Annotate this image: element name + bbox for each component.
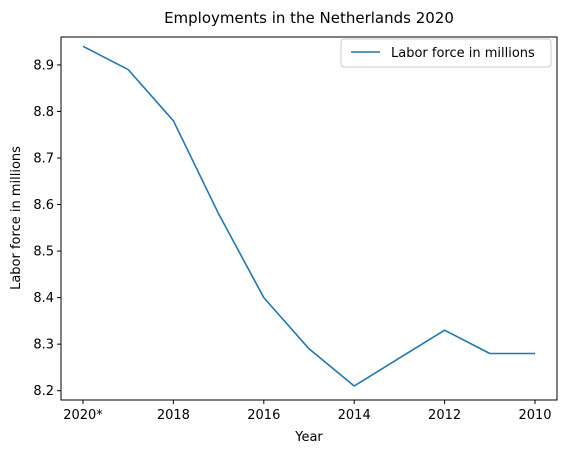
series-line-labor-force bbox=[82, 45, 535, 387]
x-tick-label: 2016 bbox=[247, 408, 280, 423]
x-axis-label: Year bbox=[294, 430, 323, 445]
legend: Labor force in millions bbox=[340, 38, 552, 68]
y-axis-label: Labor force in millions bbox=[9, 146, 24, 290]
x-tick-label: 2018 bbox=[157, 408, 190, 423]
legend-box bbox=[340, 38, 552, 68]
y-tick-label: 8.7 bbox=[33, 152, 54, 167]
y-tick-label: 8.4 bbox=[33, 291, 54, 306]
y-tick-label: 8.5 bbox=[33, 245, 54, 260]
y-axis: 8.2 8.3 8.4 8.5 8.6 8.7 8.8 8.9 bbox=[33, 58, 61, 399]
chart-title: Employments in the Netherlands 2020 bbox=[164, 9, 454, 27]
x-tick-label: 2012 bbox=[428, 408, 461, 423]
y-tick-label: 8.8 bbox=[33, 105, 54, 120]
x-axis: 2020* 2018 2016 2014 2012 2010 bbox=[63, 400, 552, 423]
y-tick-label: 8.9 bbox=[33, 58, 54, 73]
legend-label: Labor force in millions bbox=[391, 46, 535, 61]
x-tick-label: 2010 bbox=[518, 408, 551, 423]
y-tick-label: 8.3 bbox=[33, 338, 54, 353]
plot-area bbox=[60, 36, 558, 401]
y-tick-label: 8.2 bbox=[33, 384, 54, 399]
x-tick-label: 2020* bbox=[63, 408, 103, 423]
x-tick-label: 2014 bbox=[338, 408, 371, 423]
y-tick-label: 8.6 bbox=[33, 198, 54, 213]
